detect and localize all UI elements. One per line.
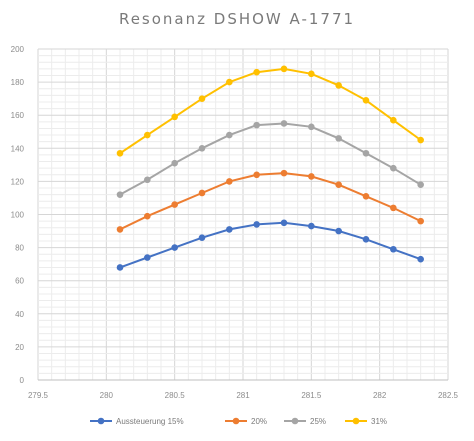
series-group [116, 120, 424, 198]
data-point [198, 145, 206, 152]
data-point [390, 116, 397, 124]
grid [37, 48, 449, 381]
data-point [362, 149, 370, 157]
data-point [253, 221, 260, 228]
x-tick-label: 280.5 [165, 391, 186, 400]
legend-item: Aussteuerung 15% [90, 417, 184, 426]
data-point [144, 212, 151, 220]
data-point [417, 255, 424, 263]
data-point [253, 121, 260, 129]
legend-item: 20% [225, 417, 267, 426]
y-tick-label: 20 [15, 343, 24, 352]
data-point [335, 135, 342, 142]
data-point [362, 236, 370, 243]
data-point [417, 181, 424, 189]
data-point [144, 254, 151, 261]
series-group [116, 169, 424, 233]
data-point [171, 159, 178, 167]
data-point [308, 173, 315, 180]
data-point [116, 191, 124, 198]
data-point [226, 178, 233, 185]
data-point [280, 65, 288, 73]
series-group [116, 65, 424, 157]
data-point [335, 82, 342, 89]
legend-label: Aussteuerung 15% [116, 417, 184, 426]
y-tick-label: 100 [11, 211, 25, 220]
data-point [116, 149, 124, 157]
legend-label: 31% [371, 417, 387, 426]
data-point [362, 97, 370, 104]
data-point [308, 70, 315, 78]
data-point [253, 68, 260, 76]
data-point [198, 95, 206, 102]
series-line [119, 221, 422, 269]
data-point [417, 217, 424, 225]
series-line [119, 172, 422, 231]
data-point [144, 131, 151, 139]
data-point [390, 204, 397, 212]
series-group [116, 219, 424, 271]
data-point [280, 169, 288, 177]
data-point [226, 131, 233, 139]
series-layer [116, 65, 424, 271]
data-point [198, 189, 206, 197]
data-point [253, 171, 260, 179]
legend-marker [232, 417, 240, 425]
data-point [171, 201, 178, 208]
data-point [226, 226, 233, 233]
data-point [171, 113, 178, 121]
y-tick-label: 0 [20, 376, 25, 385]
data-point [390, 164, 397, 172]
legend-marker [352, 417, 360, 425]
y-tick-label: 180 [11, 78, 25, 87]
x-tick-label: 279.5 [28, 391, 49, 400]
data-point [116, 226, 124, 233]
data-point [335, 227, 342, 235]
data-point [417, 136, 424, 144]
x-tick-label: 281 [236, 391, 250, 400]
data-point [280, 120, 288, 127]
y-tick-label: 60 [15, 277, 24, 286]
series-line [119, 122, 422, 196]
legend-marker [291, 417, 299, 425]
legend: Aussteuerung 15% 20% 25% 31% [90, 417, 387, 426]
x-tick-label: 282 [373, 391, 387, 400]
data-point [280, 219, 288, 227]
data-point [308, 222, 315, 230]
y-tick-label: 160 [11, 111, 25, 120]
data-point [198, 234, 206, 241]
y-tick-label: 120 [11, 177, 25, 186]
x-tick-label: 280 [100, 391, 114, 400]
data-point [390, 245, 397, 253]
data-point [226, 78, 233, 86]
data-point [308, 123, 315, 131]
data-point [335, 181, 342, 189]
legend-item: 31% [345, 417, 387, 426]
data-point [116, 264, 124, 271]
axes: 0 20 40 60 80 100 120 140 160 180 200 279.5 280 280.5… [11, 45, 459, 400]
legend-item: 25% [284, 417, 326, 426]
x-tick-label: 281.5 [301, 391, 322, 400]
y-tick-label: 40 [15, 310, 24, 319]
y-tick-label: 80 [15, 244, 24, 253]
data-point [144, 176, 151, 184]
legend-marker [97, 417, 105, 425]
chart-title: Resonanz DSHOW A-1771 [118, 10, 356, 28]
y-tick-label: 140 [11, 144, 25, 153]
series-line [119, 67, 422, 155]
y-tick-label: 200 [11, 45, 25, 54]
legend-label: 25% [310, 417, 326, 426]
data-point [171, 244, 178, 251]
data-point [362, 192, 370, 200]
x-tick-label: 282.5 [438, 391, 459, 400]
legend-label: 20% [251, 417, 267, 426]
